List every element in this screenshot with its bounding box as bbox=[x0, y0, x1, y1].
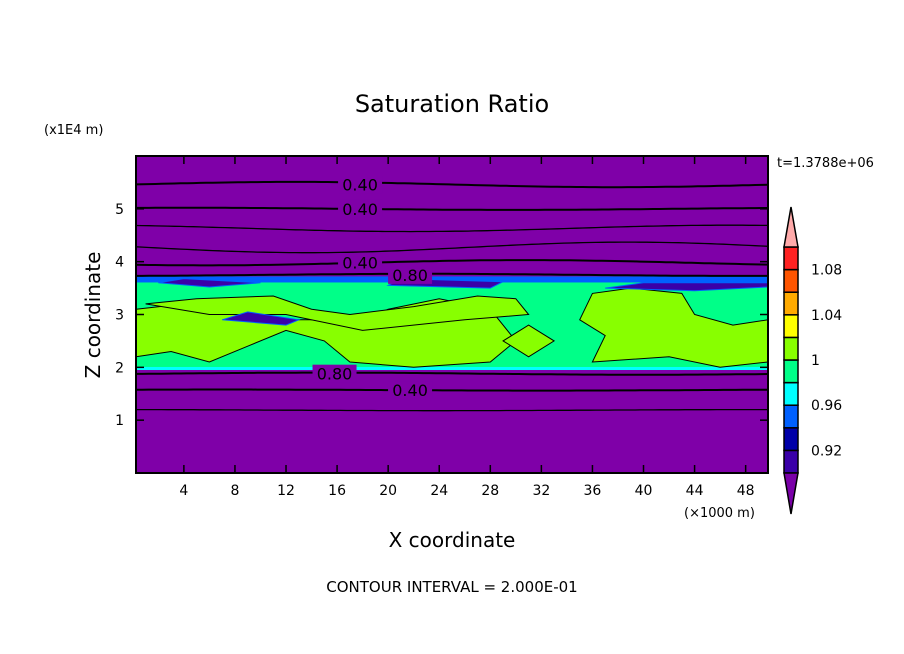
dark-patch bbox=[158, 278, 261, 288]
colorbar-swatch bbox=[783, 359, 799, 384]
x-tick-label: 36 bbox=[584, 483, 602, 499]
x-tick-label: 28 bbox=[481, 483, 499, 499]
y-tick-label: 5 bbox=[115, 202, 124, 218]
y-tick-label: 4 bbox=[115, 255, 124, 271]
colorbar-swatch bbox=[783, 336, 799, 361]
colorbar-swatch bbox=[783, 449, 799, 474]
x-tick-label: 48 bbox=[737, 483, 755, 499]
contour-line bbox=[136, 206, 768, 211]
contour-label-bg bbox=[338, 253, 383, 272]
x-tick-label: 24 bbox=[430, 483, 448, 499]
y-tick-label: 1 bbox=[115, 413, 124, 429]
colorbar-swatch bbox=[783, 404, 799, 429]
x-tick-label: 44 bbox=[686, 483, 704, 499]
contour-label-bg bbox=[338, 175, 383, 194]
x-tick-label: 8 bbox=[230, 483, 239, 499]
contour-line bbox=[136, 180, 768, 189]
x-axis-label: X coordinate bbox=[389, 528, 516, 552]
contour-line bbox=[136, 272, 768, 277]
colorbar-swatch bbox=[783, 291, 799, 316]
colorbar-tick-label: 1.04 bbox=[811, 308, 842, 324]
x-tick-label: 12 bbox=[277, 483, 295, 499]
y-tick-label: 3 bbox=[115, 308, 124, 324]
contour-line bbox=[136, 241, 768, 254]
x-unit-label: (×1000 m) bbox=[684, 506, 755, 521]
contour-line bbox=[136, 371, 768, 376]
contour-label-bg bbox=[388, 381, 433, 400]
contour-label: 0.40 bbox=[392, 381, 428, 400]
contour-interval-footer: CONTOUR INTERVAL = 2.000E-01 bbox=[326, 578, 577, 596]
cloud-bottom-edge bbox=[136, 366, 768, 370]
colorbar: 0.92 0.96 1 1.04 1.08 bbox=[783, 206, 842, 515]
y-tick-label: 2 bbox=[115, 360, 124, 376]
contour-label: 0.40 bbox=[342, 200, 378, 219]
contour-label-bg bbox=[388, 265, 433, 284]
colorbar-swatch bbox=[783, 427, 799, 452]
y-axis-label: Z coordinate bbox=[81, 252, 105, 379]
cloud-top-edge bbox=[136, 276, 768, 283]
contour-line bbox=[136, 259, 768, 267]
x-tick-label: 16 bbox=[328, 483, 346, 499]
x-tick-label: 32 bbox=[532, 483, 550, 499]
lime-region bbox=[502, 324, 556, 358]
lime-region bbox=[145, 295, 530, 331]
colorbar-tick-label: 1.08 bbox=[811, 263, 842, 279]
chart-title: Saturation Ratio bbox=[355, 90, 549, 118]
colorbar-tick-label: 1 bbox=[811, 353, 820, 369]
contour-label: 0.40 bbox=[342, 176, 378, 195]
colorbar-swatch bbox=[783, 314, 799, 339]
contour-label: 0.40 bbox=[342, 254, 378, 273]
x-tick-label: 20 bbox=[379, 483, 397, 499]
dark-patch bbox=[222, 311, 301, 326]
y-unit-label: (x1E4 m) bbox=[44, 123, 103, 138]
plot-area: 0.40 0.40 0.40 0.80 0.80 0.40 bbox=[136, 156, 768, 473]
lime-region bbox=[579, 287, 768, 368]
contour-line bbox=[136, 408, 768, 412]
colorbar-tick-label: 0.96 bbox=[811, 398, 842, 414]
contour-line bbox=[136, 224, 768, 233]
contour-label-bg bbox=[312, 364, 357, 383]
colorbar-swatch bbox=[783, 246, 799, 271]
contour-label: 0.80 bbox=[317, 365, 353, 384]
colorbar-swatch bbox=[783, 268, 799, 293]
x-tick-label: 40 bbox=[635, 483, 653, 499]
colorbar-over-arrow bbox=[783, 206, 799, 248]
dark-patch bbox=[605, 282, 768, 292]
time-label: t=1.3788e+06 bbox=[777, 156, 874, 171]
x-tick-label: 4 bbox=[179, 483, 188, 499]
colorbar-tick-label: 0.92 bbox=[811, 443, 842, 459]
contour-label: 0.80 bbox=[392, 266, 428, 285]
contour-line bbox=[136, 388, 768, 392]
colorbar-under-arrow bbox=[783, 472, 799, 515]
colorbar-swatch bbox=[783, 381, 799, 406]
contour-label-bg bbox=[338, 199, 383, 218]
